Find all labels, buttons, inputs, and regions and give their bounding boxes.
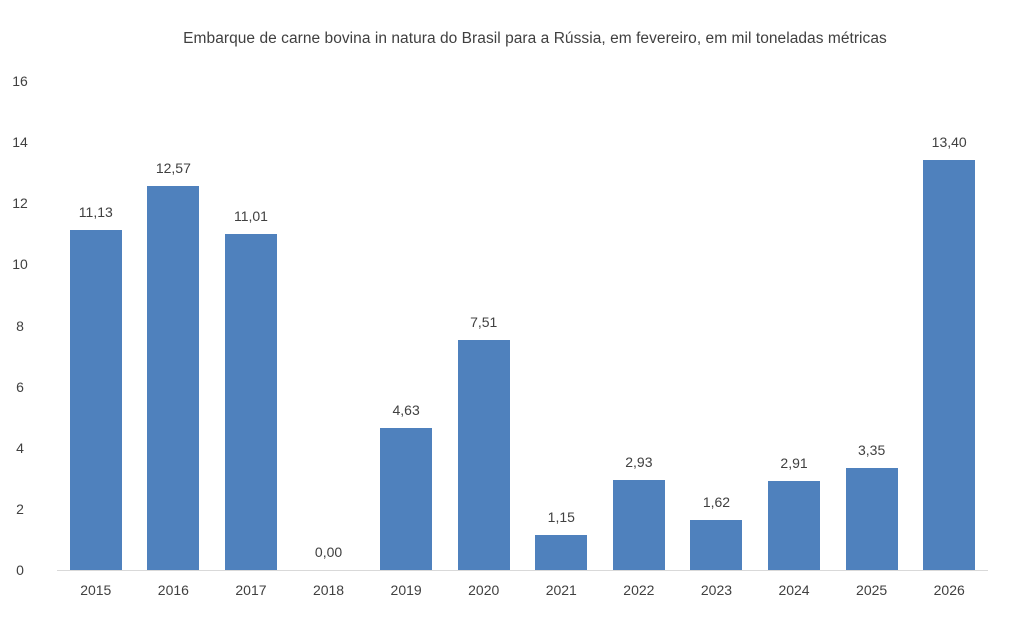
x-tick-label: 2022 <box>623 582 655 598</box>
bar-2015 <box>69 229 122 570</box>
bar-2019 <box>380 428 433 570</box>
x-tick-label: 2025 <box>856 582 888 598</box>
x-tick-label: 2021 <box>545 582 577 598</box>
y-tick-label: 12 <box>12 195 28 212</box>
data-label: 3,35 <box>858 441 886 458</box>
bar-2021 <box>535 534 588 570</box>
x-tick-label: 2024 <box>778 582 810 598</box>
bar-2017 <box>224 233 277 570</box>
x-tick-label: 2026 <box>933 582 965 598</box>
data-label: 7,51 <box>470 314 498 331</box>
x-tick-label: 2016 <box>157 582 189 598</box>
x-tick-label: 2015 <box>80 582 112 598</box>
data-label: 11,13 <box>78 203 113 220</box>
data-label: 12,57 <box>155 159 191 176</box>
y-tick-label: 14 <box>12 134 28 151</box>
data-label: 11,01 <box>233 207 268 224</box>
data-label: 1,62 <box>702 494 731 511</box>
data-label: 2,91 <box>780 455 808 472</box>
bar-2026 <box>923 160 976 570</box>
data-label: 4,63 <box>392 402 420 419</box>
y-tick-label: 2 <box>16 500 24 517</box>
bar-2025 <box>845 467 898 570</box>
chart-title: Embarque de carne bovina in natura do Br… <box>183 30 887 47</box>
x-tick-label: 2017 <box>235 582 267 598</box>
x-tick-label: 2018 <box>312 582 345 598</box>
x-axis-line <box>57 570 988 571</box>
x-tick-label: 2020 <box>468 582 500 598</box>
data-label: 0,00 <box>314 544 343 560</box>
y-tick-label: 10 <box>12 256 28 273</box>
y-tick-label: 0 <box>16 562 24 578</box>
x-tick-label: 2019 <box>390 582 422 598</box>
bar-2020 <box>457 340 510 570</box>
bar-2016 <box>147 185 200 570</box>
y-tick-label: 4 <box>16 439 24 456</box>
data-label: 2,93 <box>625 454 653 471</box>
data-label: 13,40 <box>931 134 967 151</box>
y-tick-label: 8 <box>16 317 24 334</box>
bar-2022 <box>612 480 665 570</box>
y-tick-label: 16 <box>12 73 28 89</box>
bar-2024 <box>768 481 821 570</box>
x-tick-label: 2023 <box>700 582 733 598</box>
y-tick-label: 6 <box>16 378 24 395</box>
data-label: 1,15 <box>547 508 575 525</box>
bar-2023 <box>690 520 743 570</box>
